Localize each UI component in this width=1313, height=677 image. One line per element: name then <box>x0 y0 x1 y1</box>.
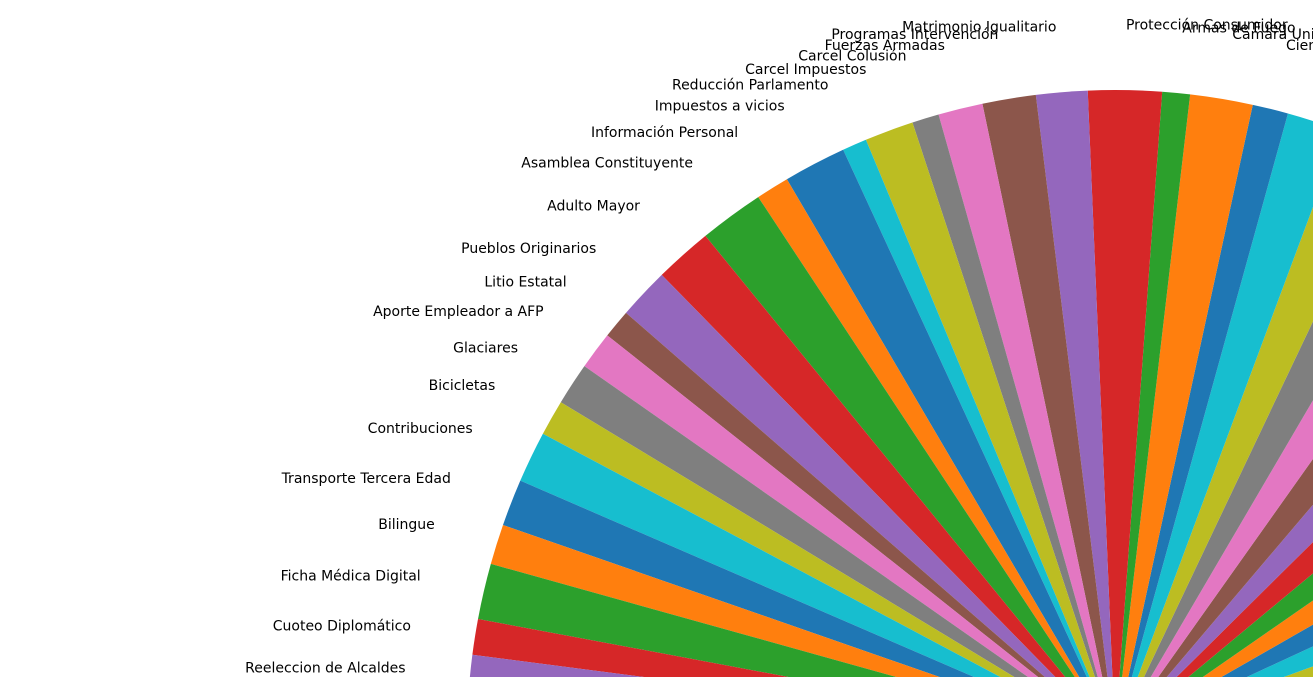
pie-slice <box>1035 90 1113 677</box>
slice-label: Cámara Uni <box>1232 27 1313 43</box>
pie-slice <box>1087 90 1163 677</box>
pie-slice <box>607 312 1045 677</box>
slice-label: Reducción Parlamento <box>672 77 828 93</box>
pie-slice <box>1221 624 1313 677</box>
pie-slice <box>865 122 1095 677</box>
pie-slice <box>560 366 1028 677</box>
slice-label: Bilingue <box>378 517 435 533</box>
slice-label: Armas de Fuego <box>1182 20 1295 36</box>
slice-label: Impuestos a vicios <box>655 98 785 114</box>
slice-label: Cuoteo Diplomático <box>273 619 411 635</box>
pie-slice <box>472 618 789 677</box>
pie-slice <box>584 335 1039 677</box>
pie-slice <box>1283 666 1313 677</box>
slice-label: Carcel Impuestos <box>745 62 866 78</box>
slice-label: Transporte Tercera Edad <box>281 471 451 487</box>
slice-label: Reeleccion de Alcaldes <box>245 661 405 677</box>
pie-slice <box>1202 600 1313 677</box>
pie-slice <box>705 197 1075 677</box>
slice-label: Programas Intervención <box>831 27 998 43</box>
pie-slice <box>1246 646 1313 677</box>
pie-slice <box>982 94 1108 677</box>
slice-label: Contribuciones <box>368 421 473 437</box>
slice-label: Cien <box>1286 38 1313 54</box>
slice-label: Asamblea Constituyente <box>521 156 693 172</box>
pie-slice <box>478 563 897 677</box>
slice-label: Fuerzas Armadas <box>825 38 945 54</box>
slice-label: Glaciares <box>453 341 518 357</box>
pie-slice <box>1122 94 1253 677</box>
slice-label: Litio Estatal <box>484 275 566 291</box>
pie-slice <box>625 274 1056 677</box>
pie-slice <box>938 103 1103 677</box>
pie-slice <box>912 114 1098 677</box>
slice-label: Protección Consumidor <box>1126 17 1288 33</box>
pie-slice <box>542 402 1015 677</box>
slice-label: Adulto Mayor <box>547 199 640 215</box>
pie-slice <box>661 235 1066 677</box>
slice-label: Matrimonio Igualitario <box>902 20 1056 36</box>
slice-label: Información Personal <box>591 125 738 141</box>
pie-slice <box>758 179 1080 677</box>
pie-slice <box>502 480 975 677</box>
pie-slice <box>786 149 1087 677</box>
slice-label: Pueblos Originarios <box>461 241 596 257</box>
slice-label: Aporte Empleador a AFP <box>373 304 544 320</box>
pie-slice <box>1128 104 1288 677</box>
pie-slice <box>490 525 940 677</box>
pie-slice <box>843 139 1090 677</box>
slice-label: Bicicletas <box>429 378 496 394</box>
pie-slice <box>520 433 1001 677</box>
pie-slice <box>1119 91 1191 677</box>
pie-slice <box>469 654 645 677</box>
pie-slice <box>1131 113 1313 677</box>
slice-label: Carcel Colusión <box>798 48 906 64</box>
slice-label: Ficha Médica Digital <box>281 569 421 585</box>
